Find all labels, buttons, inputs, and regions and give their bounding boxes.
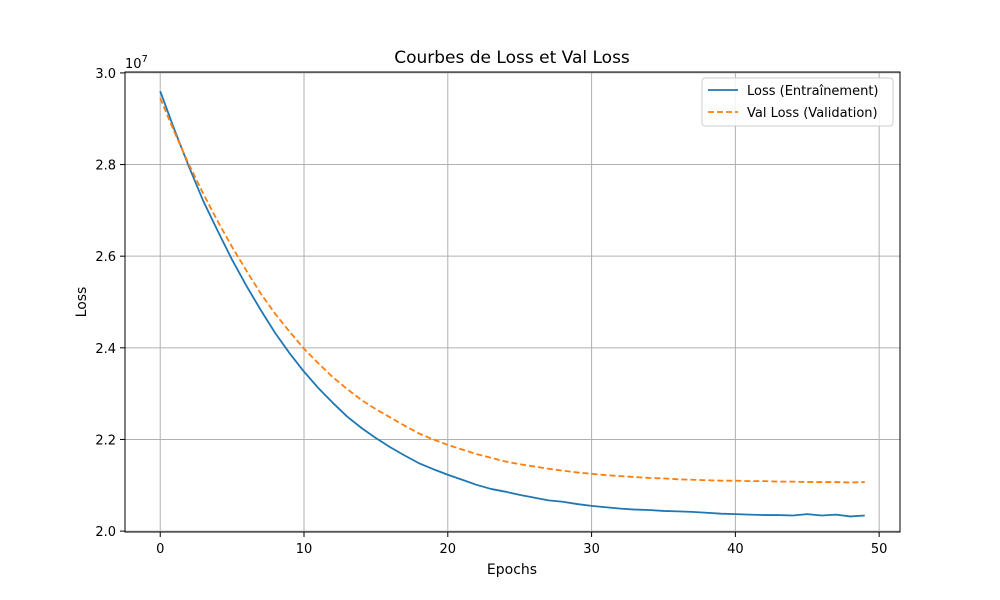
y-axis-label: Loss [74,287,90,318]
series-layer [159,90,865,518]
x-tick-label: 50 [871,542,888,557]
y-tick-label: 2.2 [95,433,116,448]
y-tick-label: 2.0 [95,525,116,540]
legend-label-1: Loss (Entraînement) [747,84,879,99]
y-tick-label: 2.4 [95,342,116,357]
grid [125,72,900,532]
x-tick-label: 20 [440,542,457,557]
x-axis-label: Epochs [487,562,537,578]
x-tick-label: 10 [296,542,313,557]
y-tick-label: 3.0 [95,67,116,82]
y-tick-label: 2.6 [95,250,116,265]
y-tick-label: 2.8 [95,159,116,174]
y-offset-label: 107 [125,54,148,72]
chart-title: Courbes de Loss et Val Loss [394,48,630,68]
series-line-1 [159,90,865,518]
x-tick-label: 30 [583,542,600,557]
x-tick-label: 40 [727,542,744,557]
series-line-2 [159,97,865,484]
plot-frame [124,71,901,533]
x-axis: 0 10 20 30 40 50 [156,532,887,557]
legend-box [701,77,894,127]
legend-label-2: Val Loss (Validation) [747,106,878,121]
legend: Loss (Entraînement) Val Loss (Validation) [701,77,894,127]
x-tick-label: 0 [156,542,164,557]
y-axis: 2.0 2.2 2.4 2.6 2.8 3.0 [95,67,125,540]
